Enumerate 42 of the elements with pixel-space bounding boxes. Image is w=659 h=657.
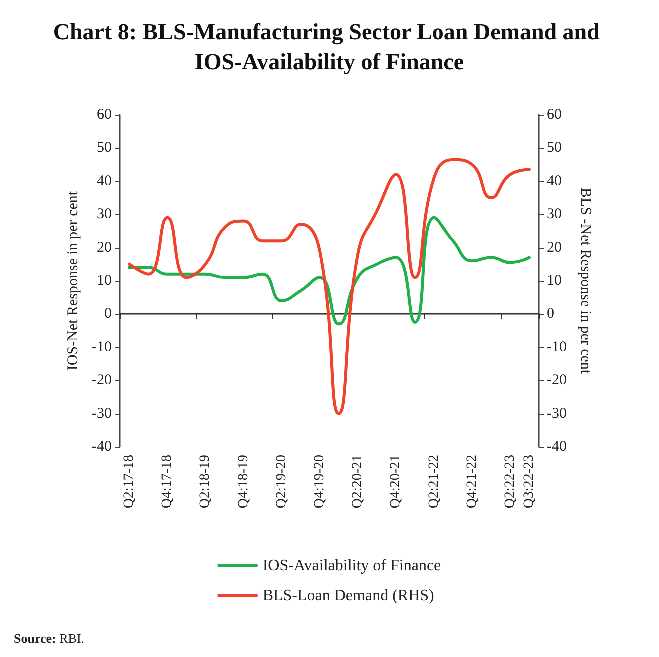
x-tick-label: Q4:17-18 xyxy=(160,455,176,509)
chart-title: Chart 8: BLS-Manufacturing Sector Loan Demand and IOS-Availability of Finance xyxy=(53,20,606,74)
legend-label: BLS-Loan Demand (RHS) xyxy=(262,588,434,604)
x-tick-label: Q4:19-20 xyxy=(312,455,328,509)
x-tick-label: Q3:22-23 xyxy=(522,455,537,509)
line-series xyxy=(128,158,531,416)
y2-axis-title: BLS -Net Response in per cent xyxy=(577,188,594,375)
y2-tick-label: 20 xyxy=(547,240,562,256)
x-tick-label: Q2:18-19 xyxy=(198,455,214,509)
y-tick-label: 40 xyxy=(97,173,112,190)
y-tick-label: 30 xyxy=(97,206,112,223)
y2-tick-label: -40 xyxy=(547,439,567,455)
y-axis-title: IOS-Net Response in per cent xyxy=(66,190,82,371)
x-tick-label: Q2:19-20 xyxy=(274,455,290,509)
x-tick-label: Q2:22-23 xyxy=(502,455,518,509)
y2-tick-label: 50 xyxy=(547,140,562,156)
y-tick-label: 10 xyxy=(97,273,112,289)
line-series xyxy=(128,216,531,326)
y-tick-label: 60 xyxy=(97,107,112,123)
x-tick-label: Q2:20-21 xyxy=(350,455,366,509)
x-tick-label: Q4:20-21 xyxy=(388,455,404,509)
y-tick-label: 50 xyxy=(97,140,112,156)
y-tick-label: 0 xyxy=(104,306,112,322)
x-tick-label: Q4:18-19 xyxy=(236,455,252,509)
y2-tick-label: 30 xyxy=(547,206,562,223)
y-tick-label: 20 xyxy=(97,240,112,256)
y-tick-label: -10 xyxy=(92,339,112,356)
y-tick-label: -20 xyxy=(92,372,112,389)
y2-tick-label: -30 xyxy=(547,406,567,422)
y2-tick-label: 60 xyxy=(547,107,562,123)
y2-tick-label: 0 xyxy=(547,306,554,322)
y-tick-label: -30 xyxy=(92,406,112,422)
x-tick-label: Q2:21-22 xyxy=(426,455,442,509)
y2-tick-label: -20 xyxy=(547,372,567,389)
y2-tick-label: 40 xyxy=(547,173,562,190)
source-note: Source: RBI. xyxy=(14,631,85,646)
y2-tick-label: 10 xyxy=(547,273,562,289)
legend-label: IOS-Availability of Finance xyxy=(262,558,442,574)
y-tick-label: -40 xyxy=(92,439,112,455)
x-tick-label: Q4:21-22 xyxy=(464,455,480,509)
y2-tick-label: -10 xyxy=(547,339,567,356)
x-tick-label: Q2:17-18 xyxy=(122,455,138,509)
